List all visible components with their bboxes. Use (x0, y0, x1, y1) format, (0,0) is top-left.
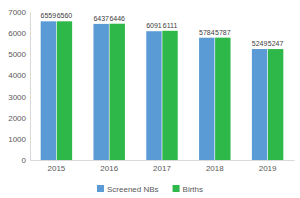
y-tick-label: 7000 (8, 8, 26, 17)
bar (215, 38, 230, 160)
legend: Screened NBs Births (97, 185, 203, 194)
legend-label: Screened NBs (107, 185, 159, 194)
bar (110, 24, 125, 160)
data-label: 6437 (93, 15, 109, 22)
bar (162, 31, 177, 160)
data-label: 6091 (146, 22, 162, 29)
x-tick: 2019 (259, 160, 277, 173)
data-label: 6446 (109, 15, 125, 22)
data-label: 6559 (41, 12, 57, 19)
y-tick: 1000 (8, 135, 30, 144)
x-axis: 2015 2016 2017 2018 2019 (31, 160, 295, 173)
y-tick: 3000 (8, 93, 30, 102)
bar (252, 49, 267, 160)
plot: 0100020003000400050006000700020152016201… (8, 8, 294, 173)
y-tick-label: 1000 (8, 135, 26, 144)
data-label: 5247 (268, 40, 284, 47)
y-tick: 2000 (8, 114, 30, 123)
y-tick-label: 3000 (8, 93, 26, 102)
y-tick: 0 (22, 156, 30, 165)
x-tick-label: 2018 (206, 164, 224, 173)
data-label: 5249 (252, 40, 268, 47)
data-label: 6560 (57, 12, 73, 19)
x-tick-label: 2016 (100, 164, 118, 173)
bar (57, 21, 72, 160)
legend-item: Screened NBs (97, 185, 159, 194)
x-tick: 2015 (48, 160, 66, 173)
y-axis-line (30, 13, 31, 161)
x-tick-label: 2019 (259, 164, 277, 173)
x-tick: 2017 (153, 160, 171, 173)
data-labels: 6559 6437 6091 5784 5249 6560 6446 6111 5787 5247 (41, 12, 284, 47)
legend-swatch (173, 185, 180, 192)
y-axis: 0 1000 2000 3000 4000 5000 6000 7000 (8, 8, 30, 165)
bars (41, 21, 284, 160)
data-label: 5784 (199, 29, 215, 36)
chart: 0100020003000400050006000700020152016201… (0, 0, 300, 198)
x-tick: 2016 (100, 160, 118, 173)
legend-swatch (97, 185, 104, 192)
legend-item: Births (173, 185, 203, 194)
x-tick-label: 2017 (153, 164, 171, 173)
bar (199, 38, 214, 160)
y-tick: 4000 (8, 71, 30, 80)
legend-label: Births (183, 185, 203, 194)
y-tick-label: 2000 (8, 114, 26, 123)
bar (146, 31, 161, 160)
y-tick-label: 4000 (8, 71, 26, 80)
x-tick-label: 2015 (48, 164, 66, 173)
bar (268, 49, 283, 160)
bar (41, 21, 56, 160)
y-tick: 5000 (8, 50, 30, 59)
x-axis-line (31, 160, 295, 161)
x-tick: 2018 (206, 160, 224, 173)
y-tick-label: 0 (22, 156, 27, 165)
y-tick-label: 5000 (8, 50, 26, 59)
y-tick: 7000 (8, 8, 30, 17)
y-tick: 6000 (8, 29, 30, 38)
data-label: 6111 (163, 22, 178, 29)
bar (93, 24, 108, 160)
data-label: 5787 (215, 29, 231, 36)
y-tick-label: 6000 (8, 29, 26, 38)
